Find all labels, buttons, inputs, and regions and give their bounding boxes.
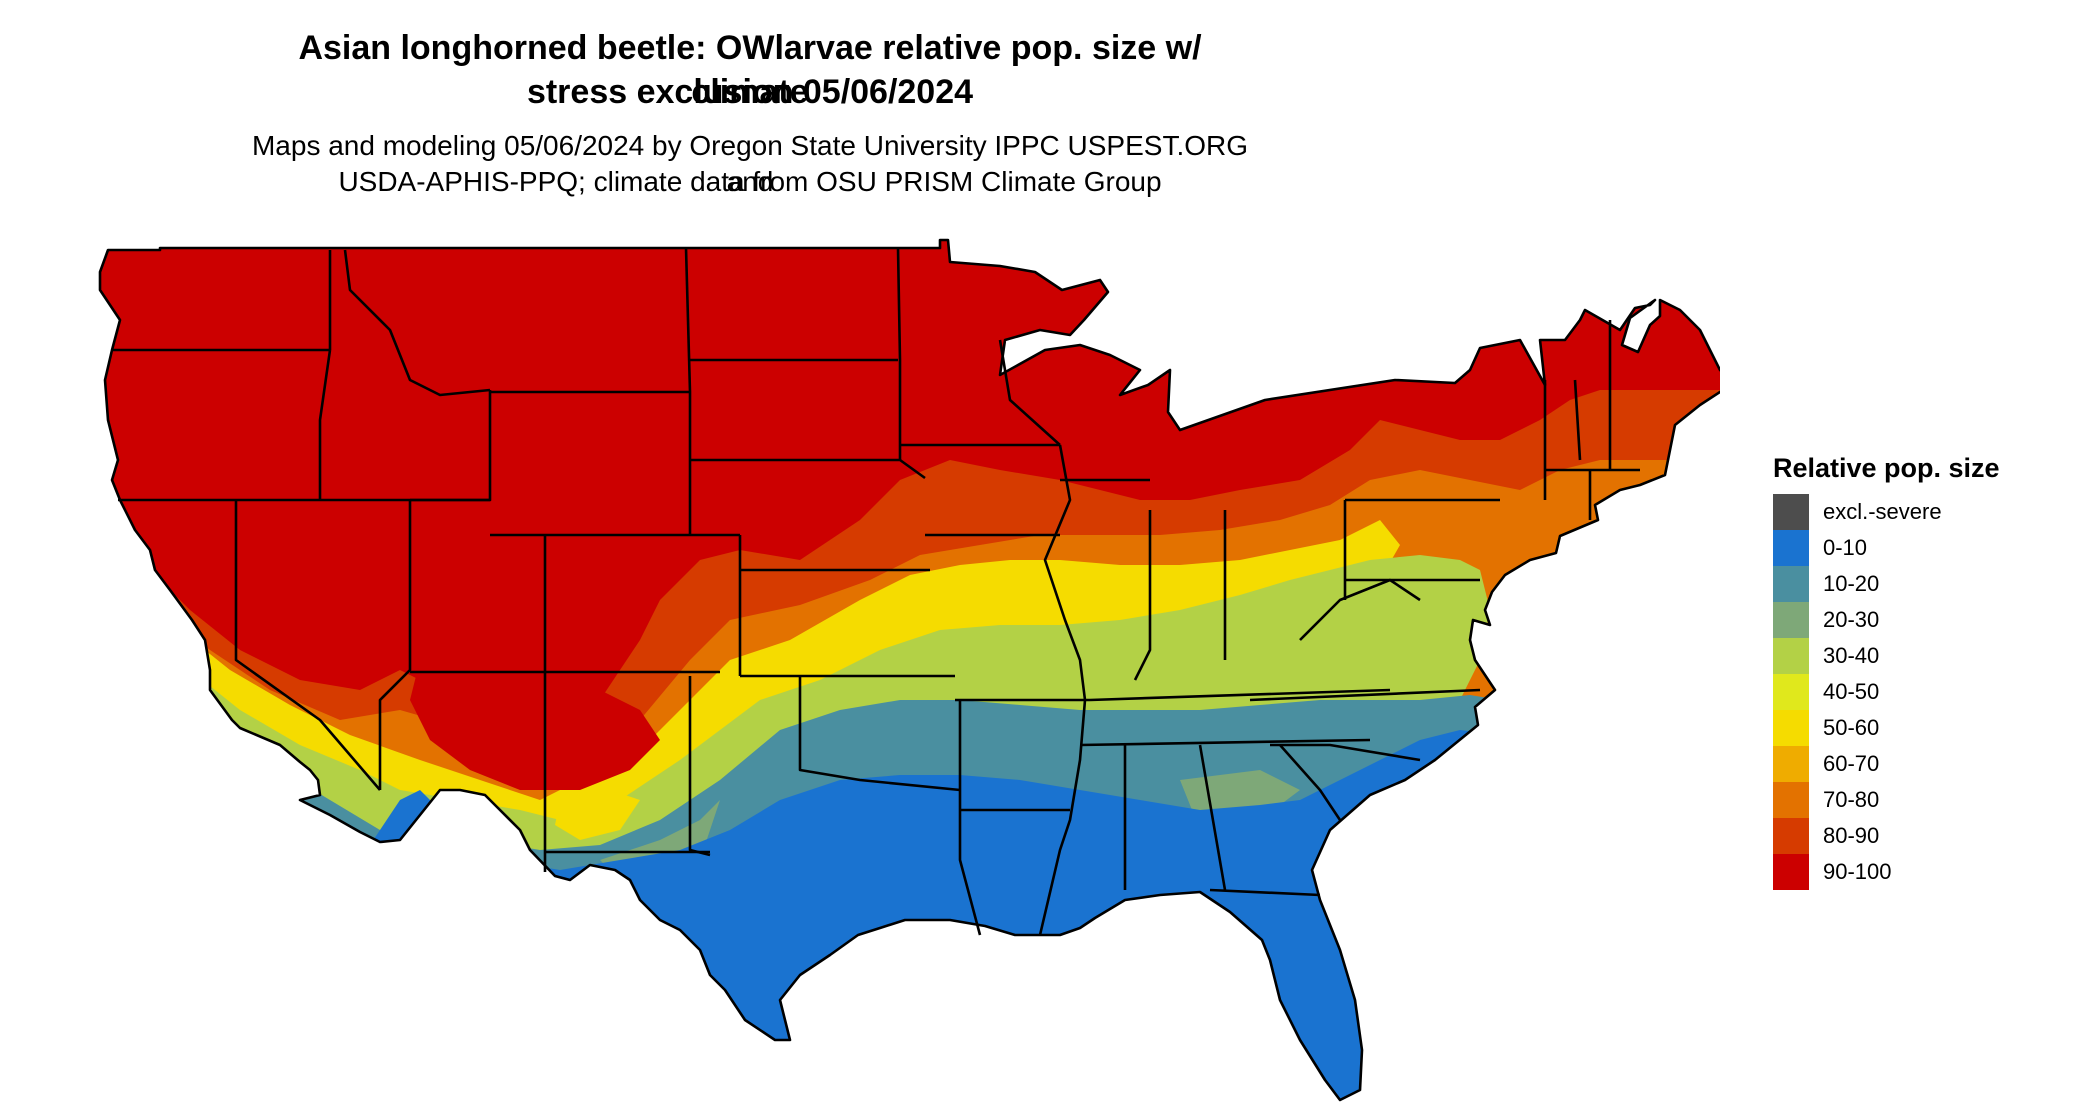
- border-ok-tx: [798, 676, 961, 792]
- border-mt-nd: [684, 247, 692, 393]
- map-title-line-1: Asian longhorned beetle: OWlarvae relati…: [298, 29, 1202, 111]
- border-id-mt: [343, 249, 491, 397]
- zone-30-40: [100, 555, 1490, 900]
- legend-label: 10-20: [1823, 571, 1880, 596]
- map-subtitle-line-1: Maps and modeling 05/06/2024 by Oregon S…: [251, 130, 1249, 197]
- border-ca-nv: [234, 500, 381, 791]
- border-tx-ar-la: [958, 700, 982, 936]
- legend-swatch: [1773, 854, 1809, 890]
- legend-swatch: [1773, 602, 1809, 638]
- legend-label: excl.-severe: [1823, 499, 1942, 524]
- legend-item: excl.-severe: [1773, 494, 2000, 530]
- population-size-zones: [100, 240, 1720, 1100]
- state-borders: [98, 238, 1720, 1102]
- us-population-map: [98, 238, 1720, 1102]
- legend-swatch: [1773, 818, 1809, 854]
- border-id-wy-ut: [410, 390, 492, 502]
- legend-item: 80-90: [1773, 818, 2000, 854]
- legend-swatch: [1773, 638, 1809, 674]
- border-tn-ms-al-ga: [1079, 738, 1371, 747]
- border-nc-sc: [1270, 743, 1421, 762]
- map-subtitle-line-2: USDA-APHIS-PPQ; climate data from OSU PR…: [338, 166, 1162, 197]
- border-ky-tn: [1089, 688, 1391, 702]
- legend-label: 50-60: [1823, 715, 1880, 740]
- legend-title: Relative pop. size: [1773, 453, 2000, 483]
- border-vt-nh: [1573, 379, 1582, 461]
- legend-swatch: [1773, 530, 1809, 566]
- legend-swatch: [1773, 746, 1809, 782]
- legend-label: 80-90: [1823, 823, 1880, 848]
- legend-items: excl.-severe 0-10 10-20 20-30 30-40 40-50 50-6…: [1773, 494, 2000, 890]
- legend-swatch: [1773, 566, 1809, 602]
- legend-item: 10-20: [1773, 566, 2000, 602]
- zone-southwest-hot-patch: [410, 650, 660, 790]
- zone-0-10: [100, 730, 1720, 1100]
- legend-label: 30-40: [1823, 643, 1880, 668]
- legend-item: 20-30: [1773, 602, 2000, 638]
- border-ga-fl: [1209, 888, 1321, 897]
- legend-label: 20-30: [1823, 607, 1880, 632]
- legend-swatch: [1773, 710, 1809, 746]
- legend-label: 60-70: [1823, 751, 1880, 776]
- border-mississippi-river: [1038, 444, 1087, 936]
- border-or-id: [318, 349, 332, 500]
- legend-label: 70-80: [1823, 787, 1880, 812]
- border-ga-sc: [1279, 744, 1342, 821]
- border-nd-mn: [896, 247, 902, 460]
- legend-item: 90-100: [1773, 854, 2000, 890]
- border-al-ga: [1198, 744, 1227, 891]
- border-va-nc: [1249, 688, 1481, 702]
- legend-swatch: [1773, 674, 1809, 710]
- legend-item: 0-10: [1773, 530, 2000, 566]
- legend-item: 30-40: [1773, 638, 2000, 674]
- legend-item: 50-60: [1773, 710, 2000, 746]
- map-title-line-2: stress exclusion 05/06/2024: [526, 73, 974, 111]
- legend-swatch: [1773, 782, 1809, 818]
- border-wv-va: [1299, 578, 1421, 641]
- legend-item: 40-50: [1773, 674, 2000, 710]
- border-il-in: [1133, 510, 1152, 681]
- legend: Relative pop. size excl.-severe 0-10 10-20…: [1773, 450, 2000, 890]
- legend-label: 90-100: [1823, 859, 1892, 884]
- legend-label: 0-10: [1823, 535, 1868, 560]
- border-ok-tx-panhandle: [688, 676, 711, 857]
- zone-southwest-yellow-patch: [555, 790, 640, 840]
- border-nv-ut-az: [378, 500, 412, 790]
- legend-item: 70-80: [1773, 782, 2000, 818]
- legend-label: 40-50: [1823, 679, 1880, 704]
- legend-swatch: [1773, 494, 1809, 530]
- legend-item: 60-70: [1773, 746, 2000, 782]
- border-mn-wi: [998, 339, 1061, 446]
